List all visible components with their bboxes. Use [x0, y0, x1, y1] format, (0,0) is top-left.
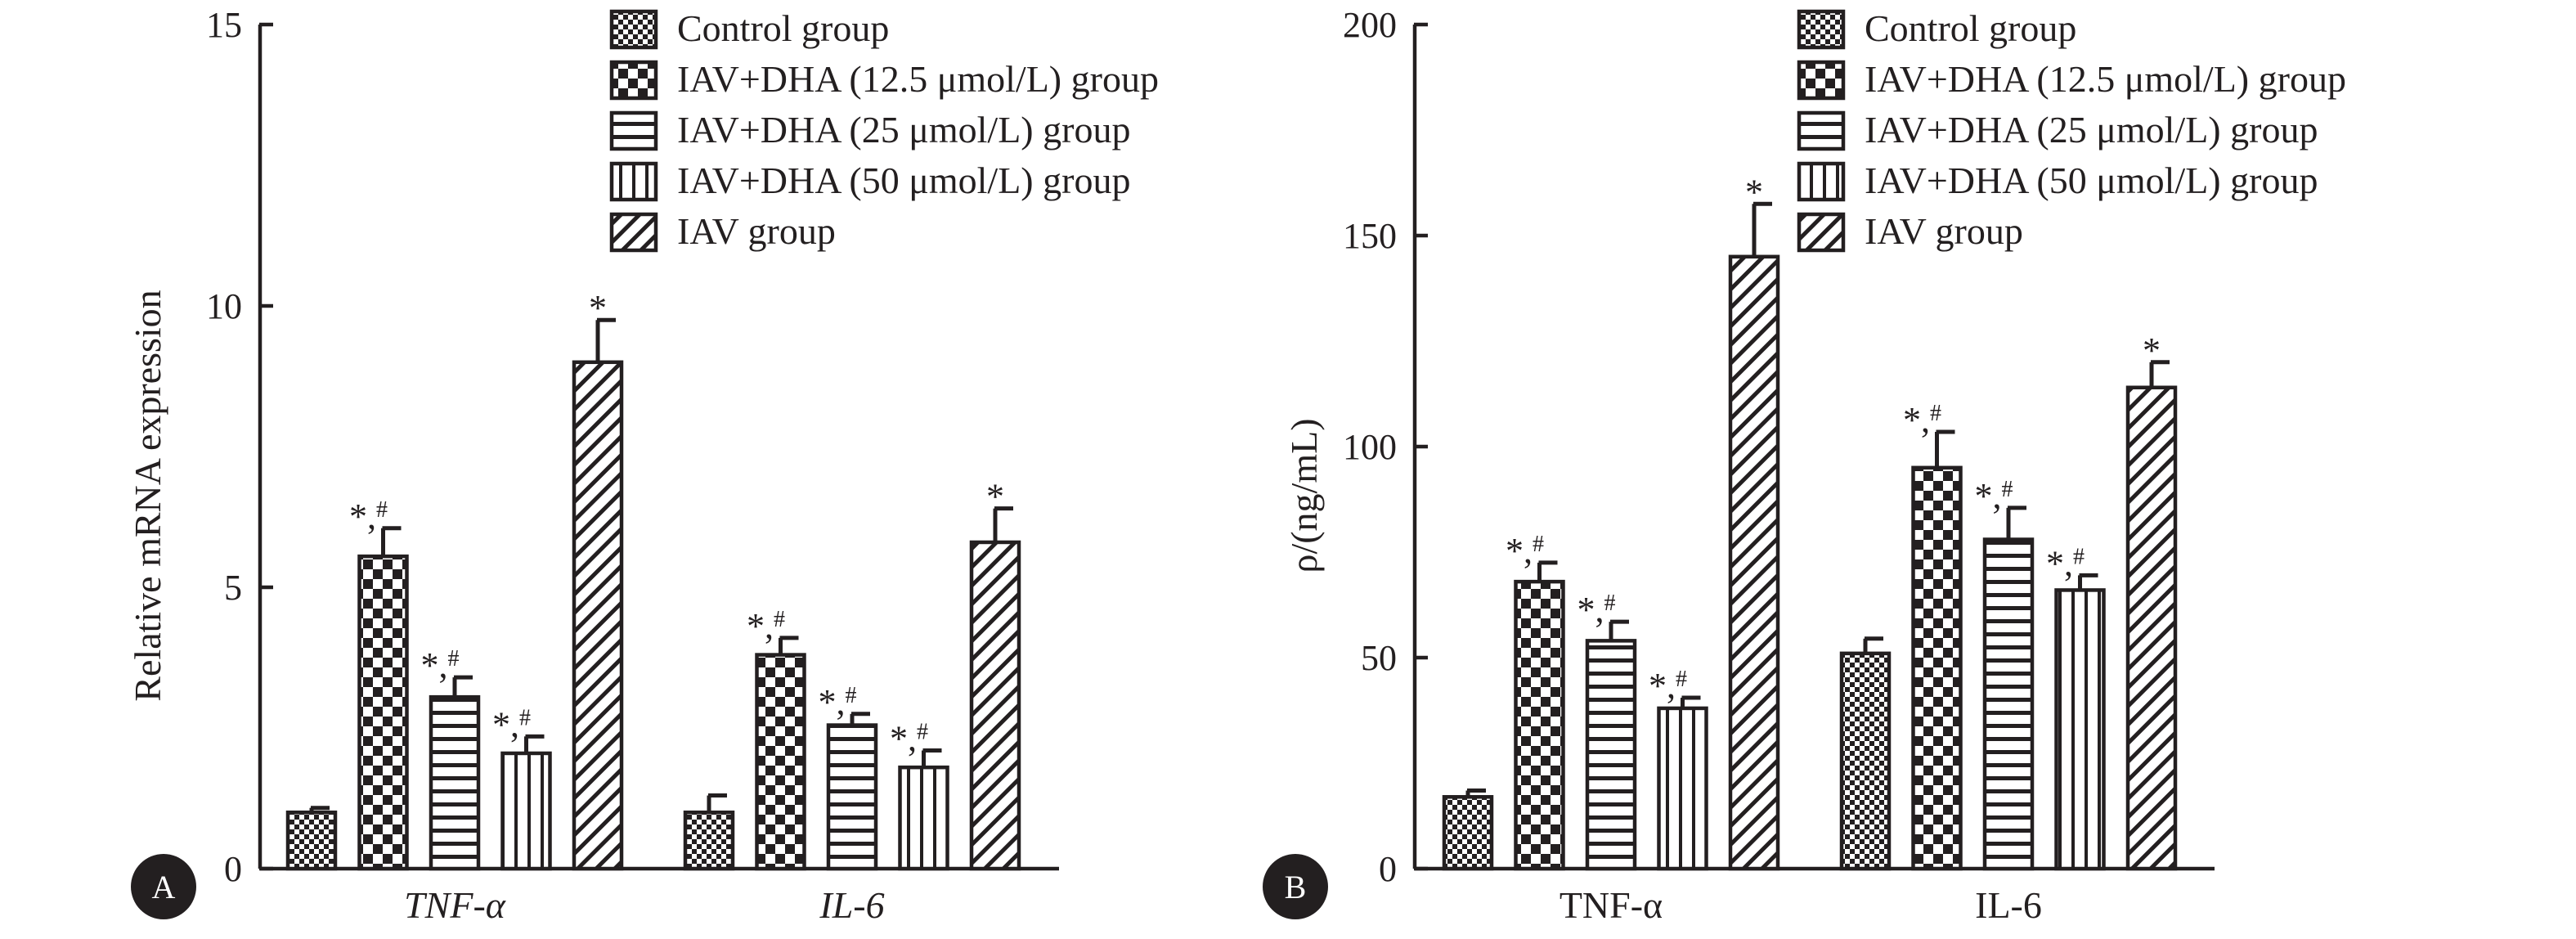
- panel-badge: [131, 854, 196, 919]
- bar: [969, 540, 1021, 871]
- significance-label: *,#: [349, 496, 388, 537]
- legend-swatch: [1797, 212, 1846, 253]
- bar: [572, 360, 624, 871]
- significance-label: *,#: [819, 682, 857, 722]
- bar: [1982, 537, 2035, 871]
- legend-swatch: [609, 60, 658, 101]
- bar: [898, 765, 949, 871]
- category-label: IL-6: [819, 884, 884, 926]
- bar: [1728, 254, 1780, 871]
- legend-swatch: [1797, 9, 1846, 50]
- panel-b: 0 50 100 150 200 ρ/(ng/mL) *,# *,# *,# * TNF-α *,# *…: [1263, 5, 2346, 926]
- category-label: IL-6: [1975, 884, 2042, 926]
- panel-letter: B: [1285, 869, 1307, 905]
- significance-label: *,#: [492, 704, 531, 744]
- y-tick-label: 0: [1379, 849, 1397, 889]
- y-tick-label: 100: [1343, 427, 1397, 467]
- panel-a: 0 5 10 15 Relative mRNA expression *,# *,# *,# *…: [127, 5, 1159, 926]
- significance-label: *,#: [1975, 476, 2013, 516]
- significance-label: *: [1745, 172, 1763, 212]
- category-label: TNF-α: [404, 884, 506, 926]
- legend-label: IAV+DHA (25 μmol/L) group: [677, 109, 1130, 151]
- legend-label: IAV group: [1865, 210, 2023, 252]
- bar: [755, 653, 806, 871]
- category-label: TNF-α: [1560, 884, 1663, 926]
- bar: [2054, 588, 2106, 871]
- y-tick-label: 50: [1361, 638, 1397, 678]
- legend-swatch: [609, 110, 658, 151]
- panels-root: 0 5 10 15 Relative mRNA expression *,# *,# *,# *…: [127, 5, 2346, 926]
- significance-label: *,#: [1577, 590, 1616, 630]
- bar: [285, 810, 338, 871]
- y-axis-title: Relative mRNA expression: [127, 290, 168, 701]
- y-tick-label: 0: [224, 849, 242, 889]
- significance-label: *,#: [2046, 543, 2085, 583]
- significance-label: *: [986, 477, 1004, 517]
- bar: [500, 751, 552, 871]
- significance-label: *,#: [747, 606, 785, 646]
- legend-label: IAV+DHA (50 μmol/L) group: [1865, 159, 2318, 201]
- significance-label: *: [589, 288, 607, 328]
- y-tick-label: 5: [224, 568, 242, 608]
- y-tick-label: 150: [1343, 216, 1397, 256]
- y-axis-title: ρ/(ng/mL): [1283, 418, 1325, 573]
- legend-swatch: [1797, 60, 1846, 101]
- legend-label: IAV+DHA (12.5 μmol/L) group: [677, 58, 1159, 100]
- y-tick-label: 10: [206, 286, 242, 326]
- significance-label: *,#: [1506, 531, 1544, 571]
- bar: [1657, 706, 1708, 871]
- bar: [1585, 639, 1637, 871]
- bar: [1911, 465, 1963, 871]
- legend: Control group IAV+DHA (12.5 μmol/L) group…: [1797, 7, 2346, 253]
- legend-label: Control group: [677, 7, 889, 49]
- legend-label: Control group: [1865, 7, 2076, 49]
- panel-letter: A: [152, 869, 176, 905]
- significance-label: *,#: [1903, 400, 1941, 440]
- legend-swatch: [1797, 110, 1846, 151]
- bar: [1839, 651, 1892, 871]
- legend-swatch: [1797, 161, 1846, 202]
- panel-badge: [1263, 854, 1328, 919]
- legend-label: IAV+DHA (50 μmol/L) group: [677, 159, 1130, 201]
- bar: [429, 694, 481, 871]
- legend-label: IAV+DHA (25 μmol/L) group: [1865, 109, 2318, 151]
- bar: [1442, 795, 1494, 871]
- significance-label: *: [2143, 330, 2161, 371]
- significance-label: *,#: [1649, 666, 1687, 706]
- bar: [826, 723, 878, 871]
- legend-swatch: [609, 9, 658, 50]
- significance-label: *,#: [421, 645, 460, 685]
- legend-swatch: [609, 161, 658, 202]
- bar: [2125, 385, 2178, 871]
- significance-label: *,#: [890, 719, 928, 759]
- y-tick-label: 200: [1343, 5, 1397, 45]
- legend-label: IAV+DHA (12.5 μmol/L) group: [1865, 58, 2346, 100]
- y-tick-label: 15: [206, 5, 242, 45]
- bar: [1514, 579, 1565, 871]
- legend-label: IAV group: [677, 210, 836, 252]
- bar: [683, 810, 735, 871]
- legend-swatch: [609, 212, 658, 253]
- bar: [357, 554, 409, 871]
- legend: Control group IAV+DHA (12.5 μmol/L) group…: [609, 7, 1159, 253]
